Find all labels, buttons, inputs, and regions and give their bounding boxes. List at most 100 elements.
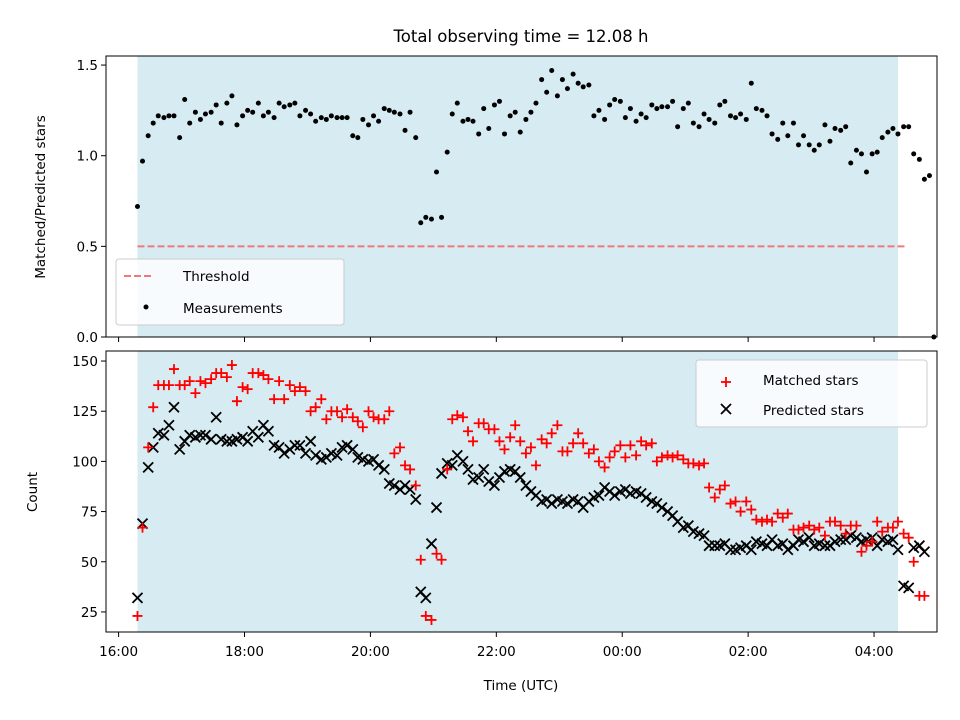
measurement-point (308, 111, 314, 117)
top-y-axis: 0.0 0.5 1.0 1.5 (77, 58, 106, 346)
matched-star-point (751, 514, 762, 525)
x-tick-label: 16:00 (99, 644, 138, 660)
measurement-point (366, 122, 372, 128)
measurement-point (276, 100, 282, 106)
matched-star-point (384, 406, 395, 417)
matched-star-point (394, 442, 405, 453)
measurement-point (318, 115, 324, 121)
matched-star-point (625, 440, 636, 451)
measurement-point (690, 120, 696, 126)
x-tick-label: 00:00 (603, 644, 642, 660)
predicted-star-point (478, 463, 490, 476)
predicted-star-point (609, 489, 621, 502)
measurement-point (413, 135, 419, 141)
measurement-point (801, 133, 807, 139)
matched-star-point (258, 370, 269, 381)
measurement-point (853, 147, 859, 153)
matched-star-point (148, 402, 159, 413)
matched-star-point (179, 380, 190, 391)
predicted-star-point (640, 491, 652, 504)
measurement-point (303, 107, 309, 113)
matched-star-point (168, 364, 179, 375)
predicted-star-point (194, 429, 207, 441)
measurement-point (827, 138, 833, 144)
measurement-point (728, 113, 734, 119)
predicted-star-point (462, 463, 474, 476)
matched-star-point (294, 382, 305, 393)
matched-star-point (410, 480, 421, 491)
predicted-star-point (294, 439, 306, 451)
matched-star-point (730, 496, 741, 507)
matched-star-point (489, 424, 500, 435)
measurement-point (444, 149, 450, 155)
measurement-point (460, 118, 466, 124)
predicted-star-point (378, 463, 390, 476)
predicted-star-point (331, 449, 343, 462)
matched-star-point (809, 524, 820, 535)
matched-star-point (840, 528, 851, 539)
matched-star-point (877, 526, 888, 537)
matched-star-point (525, 442, 536, 453)
measurement-point (140, 158, 146, 164)
measurement-point (869, 151, 875, 157)
matched-star-point (263, 374, 274, 385)
measurement-point (806, 142, 812, 148)
measurement-point (722, 98, 728, 104)
chart-title: Total observing time = 12.08 h (393, 27, 649, 46)
measurement-point (476, 131, 482, 137)
predicted-star-point (420, 592, 432, 604)
measurement-point (816, 142, 822, 148)
matched-star-point (620, 452, 631, 463)
matched-star-point (887, 522, 898, 533)
matched-star-point (447, 414, 458, 425)
measurement-point (323, 116, 329, 122)
predicted-star-point (372, 459, 385, 472)
matched-star-point (389, 448, 400, 459)
matched-star-point (305, 406, 316, 417)
measurement-point (785, 133, 791, 139)
matched-star-point (310, 402, 321, 413)
matched-star-point (578, 438, 589, 449)
matched-star-point (819, 530, 830, 541)
measurement-point (921, 176, 927, 182)
predicted-star-point (142, 461, 154, 474)
measurement-point (470, 118, 476, 124)
matched-star-point (221, 372, 232, 383)
measurement-point (182, 97, 188, 103)
measurement-point (575, 80, 581, 86)
predicted-star-point (656, 501, 668, 514)
matched-star-point (593, 456, 604, 467)
measurement-point (570, 71, 576, 77)
matched-star-point (216, 368, 227, 379)
matched-star-point (184, 376, 195, 387)
measurement-point (260, 113, 266, 119)
measurement-point (523, 116, 529, 122)
measurement-point (675, 124, 681, 130)
measurement-point (885, 129, 891, 135)
matched-star-point (793, 524, 804, 535)
predicted-star-point (174, 443, 186, 455)
measurement-point (649, 102, 655, 108)
matched-star-point (699, 458, 710, 469)
measurement-point (339, 115, 345, 121)
matched-star-point (872, 516, 883, 527)
measurement-point (533, 100, 539, 106)
x-tick-label: 18:00 (225, 644, 264, 660)
predicted-star-point (797, 536, 810, 548)
y-tick-label: 25 (81, 605, 98, 621)
measurement-point (753, 106, 759, 112)
top-axes-frame (105, 55, 938, 338)
matched-star-point (405, 464, 416, 475)
predicted-star-point (147, 441, 159, 453)
matched-star-point (762, 514, 773, 525)
measurement-point (287, 102, 293, 108)
measurement-point (271, 115, 277, 121)
y-tick-label: 75 (81, 505, 98, 521)
matched-star-point (520, 448, 531, 459)
predicted-star-point (388, 479, 400, 492)
y-tick-label: 150 (72, 354, 98, 370)
y-tick-label: 1.5 (77, 58, 98, 74)
matched-star-point (568, 438, 579, 449)
predicted-star-point (131, 592, 144, 604)
matched-star-point (667, 452, 678, 463)
